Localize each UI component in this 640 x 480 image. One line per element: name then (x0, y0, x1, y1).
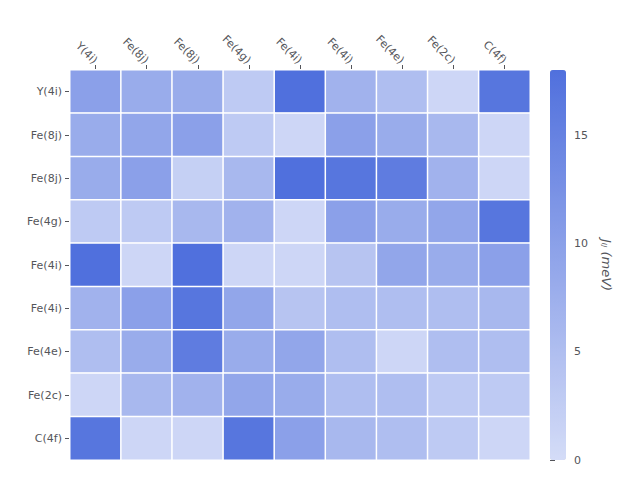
svg-text:Y(4i): Y(4i) (36, 85, 62, 98)
svg-text:C(4f): C(4f) (481, 38, 509, 66)
svg-text:Fe(4i): Fe(4i) (273, 35, 304, 66)
svg-text:10: 10 (574, 237, 588, 250)
svg-text:5: 5 (574, 345, 581, 358)
svg-text:15: 15 (574, 129, 588, 142)
svg-text:Fe(4g): Fe(4g) (220, 33, 254, 67)
svg-text:Fe(2c): Fe(2c) (425, 33, 458, 66)
svg-text:Fe(2c): Fe(2c) (28, 389, 62, 402)
svg-text:Fe(4g): Fe(4g) (27, 215, 62, 228)
svg-text:Fe(8j): Fe(8j) (31, 172, 62, 185)
svg-text:Fe(4e): Fe(4e) (373, 33, 407, 67)
svg-text:Fe(8j): Fe(8j) (31, 129, 62, 142)
svg-text:Jᵢⱼ (meV): Jᵢⱼ (meV) (599, 236, 614, 291)
svg-text:C(4f): C(4f) (35, 432, 62, 445)
svg-text:Fe(4i): Fe(4i) (325, 35, 356, 66)
svg-text:Fe(4e): Fe(4e) (27, 345, 62, 358)
svg-text:Y(4i): Y(4i) (72, 39, 100, 67)
svg-text:Fe(4i): Fe(4i) (31, 302, 62, 315)
svg-text:Fe(4i): Fe(4i) (31, 259, 62, 272)
svg-text:Fe(8j): Fe(8j) (171, 35, 202, 66)
svg-text:0: 0 (574, 454, 581, 467)
svg-text:Fe(8j): Fe(8j) (120, 35, 151, 66)
